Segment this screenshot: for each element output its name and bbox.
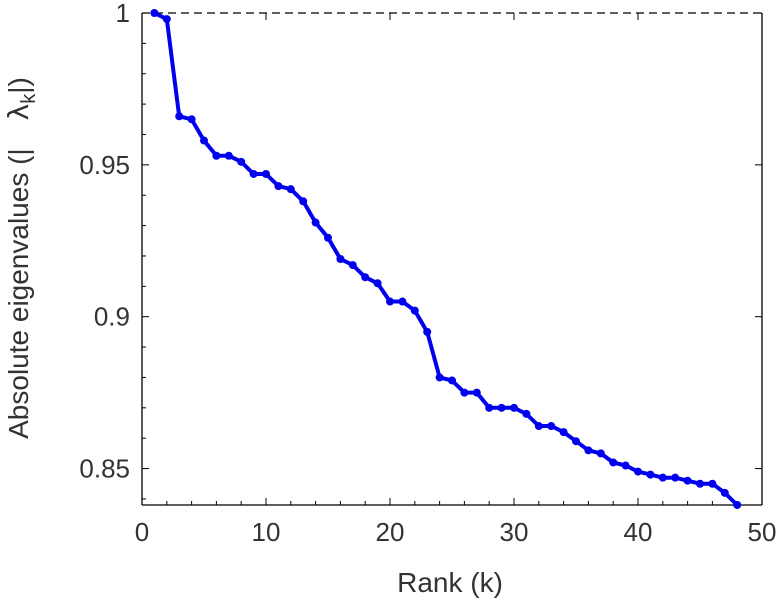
data-point bbox=[386, 297, 394, 306]
x-tick-label: 0 bbox=[135, 517, 149, 547]
data-point bbox=[596, 449, 605, 458]
data-point bbox=[497, 403, 506, 412]
data-point bbox=[286, 185, 295, 194]
x-tick-label: 10 bbox=[252, 517, 281, 547]
data-point bbox=[175, 112, 184, 121]
data-point bbox=[249, 169, 258, 178]
data-point bbox=[348, 261, 357, 270]
data-point bbox=[472, 388, 481, 397]
data-point bbox=[584, 446, 593, 455]
data-point bbox=[485, 403, 494, 412]
plot-frame bbox=[141, 13, 763, 506]
data-point bbox=[262, 169, 270, 178]
series-line bbox=[152, 11, 740, 507]
data-point bbox=[410, 306, 419, 315]
data-point bbox=[510, 403, 518, 412]
data-point bbox=[733, 501, 742, 509]
x-tick-label: 40 bbox=[624, 517, 653, 547]
data-point bbox=[162, 15, 171, 24]
data-point bbox=[435, 373, 444, 382]
data-point bbox=[572, 437, 580, 446]
data-point bbox=[522, 409, 531, 418]
x-tick-label: 20 bbox=[376, 517, 405, 547]
y-axis-ticks: 0.85 0.9 0.95 1 bbox=[79, 0, 762, 500]
y-tick-label: 0.95 bbox=[79, 150, 130, 180]
y-axis-label-prefix: Absolute eigenvalues (| bbox=[3, 148, 34, 439]
series-layer bbox=[150, 9, 742, 509]
data-point bbox=[187, 115, 196, 124]
data-point bbox=[683, 476, 692, 485]
y-axis-label: Absolute eigenvalues (| λk|) bbox=[2, 77, 40, 439]
x-tick-label: 50 bbox=[748, 517, 777, 547]
data-point bbox=[634, 467, 642, 476]
data-point bbox=[237, 157, 246, 166]
data-point bbox=[311, 218, 320, 227]
data-point bbox=[373, 279, 382, 288]
data-point bbox=[720, 488, 729, 497]
data-point bbox=[460, 388, 469, 397]
data-point bbox=[398, 297, 407, 306]
data-point bbox=[150, 9, 159, 17]
data-point bbox=[708, 479, 717, 488]
data-point bbox=[336, 255, 345, 263]
data-point bbox=[448, 376, 456, 385]
data-point bbox=[299, 197, 308, 206]
data-point bbox=[547, 422, 556, 431]
data-point bbox=[559, 428, 568, 437]
y-axis-label-subscript: k bbox=[18, 93, 40, 104]
data-point bbox=[224, 151, 233, 160]
y-tick-label: 0.85 bbox=[79, 454, 130, 484]
data-point bbox=[274, 182, 283, 191]
x-tick-label: 30 bbox=[500, 517, 529, 547]
data-point bbox=[423, 327, 432, 336]
data-point bbox=[658, 473, 667, 482]
data-point bbox=[646, 470, 655, 479]
data-point bbox=[671, 473, 680, 482]
data-point bbox=[534, 422, 543, 431]
data-point bbox=[696, 479, 704, 488]
data-point bbox=[324, 233, 332, 242]
data-point bbox=[621, 461, 630, 470]
y-tick-label: 0.9 bbox=[94, 302, 130, 332]
x-axis-ticks: 0 10 20 30 40 50 bbox=[135, 13, 777, 547]
y-axis-label-suffix: |) bbox=[3, 77, 34, 94]
data-point bbox=[200, 136, 208, 145]
data-point bbox=[609, 458, 618, 467]
data-point bbox=[361, 273, 370, 282]
x-axis-label: Rank (k) bbox=[397, 567, 503, 598]
data-point bbox=[212, 151, 221, 160]
y-tick-label: 1 bbox=[116, 0, 130, 28]
y-axis-label-lambda: λ bbox=[2, 104, 35, 121]
